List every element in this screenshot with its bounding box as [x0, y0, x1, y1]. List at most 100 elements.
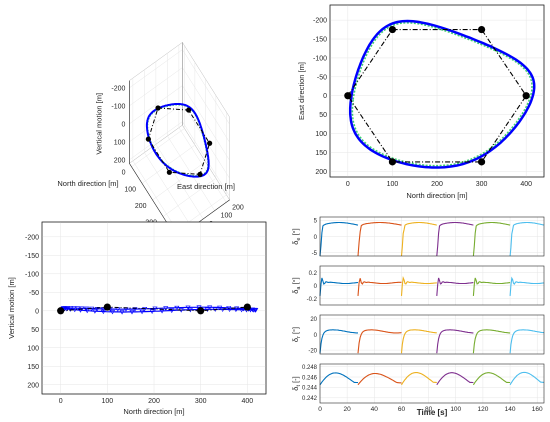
control-trace-segment [472, 277, 511, 296]
gridline [132, 78, 181, 236]
flight-path-top [348, 19, 536, 169]
gridline [173, 112, 227, 234]
panel-top-view: 0 100 200 300 400 -200 -150 -100 -50 0 50 100 150 200… [297, 4, 545, 200]
y-tick-label: 20 [310, 317, 317, 323]
path-marker-side [119, 310, 125, 315]
control-trace-segment [319, 329, 358, 354]
x-axis-label: North direction [m] [123, 407, 184, 416]
path-marker-side [149, 309, 155, 314]
subplot-frame [319, 314, 545, 355]
control-trace-segment [472, 221, 511, 257]
control-trace-segment [319, 277, 359, 296]
x-tick-label: 140 [505, 406, 516, 413]
waypoint-marker-3d [207, 140, 213, 146]
y-tick-label: 0 [314, 284, 318, 290]
subplot-y-label-subscript: t [296, 385, 302, 387]
path-marker-side [207, 305, 213, 310]
y-tick-label: 0 [314, 333, 318, 339]
x-tick-label: 400 [241, 398, 253, 405]
gridline [167, 53, 215, 211]
z-axis-label: Vertical motion [m] [94, 93, 103, 155]
control-trace-segment [509, 276, 545, 296]
path-marker-side [220, 307, 226, 312]
control-trace-segment [509, 329, 545, 354]
control-trace-segment [436, 329, 474, 354]
path-marker-side [64, 307, 70, 312]
y-tick-label: -0.2 [307, 297, 318, 303]
subplot-frame [319, 363, 545, 404]
gridline [141, 62, 196, 184]
y-tick-label: 0 [323, 93, 327, 100]
x-tick-label: 20 [344, 406, 352, 413]
subplot-y-label-subscript: a [296, 286, 302, 290]
y-tick-label: 0.2 [309, 271, 318, 277]
plot-frame-side [41, 221, 267, 395]
control-trace-segment [436, 221, 474, 257]
z-tick-label: 200 [114, 157, 126, 164]
control-trace-segment [400, 329, 437, 354]
subplot-y-label: δt [-] [291, 376, 302, 390]
y-tick-label: 100 [315, 131, 327, 138]
waypoint-marker-top [522, 92, 530, 100]
flight-path-side [61, 306, 258, 313]
z-tick-label: 100 [114, 139, 126, 146]
x-tick-label: 300 [476, 181, 488, 188]
waypoint-marker-top [477, 25, 486, 34]
path-marker-side [163, 306, 169, 311]
subplot-y-label-subscript: r [296, 336, 302, 338]
subplot-y-label: δa [°] [291, 277, 302, 294]
waypoint-marker-top [388, 158, 397, 166]
control-trace-segment [357, 329, 402, 354]
y-tick-label: -50 [29, 290, 39, 297]
gridline [144, 69, 192, 228]
east-axis-label: East direction [m] [177, 182, 235, 191]
path-marker-side [109, 310, 116, 315]
z-tick-label: -100 [111, 103, 125, 110]
path-marker-side [185, 305, 191, 310]
y-tick-label: 50 [31, 327, 39, 334]
y-tick-label: 100 [27, 345, 39, 352]
control-trace-segment [400, 275, 437, 296]
control-trace-segment [401, 372, 437, 386]
y-tick-label: -200 [25, 234, 39, 241]
waypoint-marker-3d [155, 105, 161, 111]
control-trace-segment [436, 372, 474, 386]
x-tick-label: 400 [520, 181, 532, 188]
waypoint-marker-side [57, 307, 65, 315]
control-trace-segment [472, 372, 511, 386]
subplot-y-label-unit: [-] [291, 376, 300, 385]
x-axis-label: North direction [m] [406, 191, 467, 200]
x-tick-label: 160 [532, 406, 543, 413]
panel-control-inputs: -5 0 5 δe [°] -0.2 0 0.2 δa [°] -20 0 20 δr [°] 0.24… [291, 216, 545, 417]
path-marker-side [132, 307, 138, 312]
y-tick-label: -100 [25, 271, 39, 278]
x-tick-label: 100 [101, 398, 113, 405]
control-trace-segment [319, 372, 359, 386]
waypoint-marker-3d [197, 171, 203, 177]
y-tick-label: 0.242 [302, 396, 318, 402]
subplot-y-label: δr [°] [291, 327, 302, 342]
path-marker-side [239, 307, 245, 313]
subplot-y-label: δe [°] [291, 228, 302, 245]
x-tick-label: 200 [431, 181, 443, 188]
gridline [155, 61, 204, 220]
x-tick-label: 80 [425, 406, 433, 413]
z-tick-label: 0 [122, 121, 126, 128]
path-marker-side [174, 305, 180, 311]
y-tick-label: 50 [319, 112, 327, 119]
x-axis-label: Time [s] [417, 408, 448, 417]
y-tick-label: 150 [27, 364, 39, 371]
path-marker-side [233, 307, 239, 313]
y-tick-label: -20 [308, 348, 317, 354]
y-tick-label: -150 [25, 253, 39, 260]
x-tick-label: 300 [195, 398, 207, 405]
x-tick-label: 100 [450, 406, 461, 413]
waypoint-marker-side [103, 303, 111, 311]
y-tick-label: -50 [317, 74, 327, 81]
x-tick-label: 0 [59, 398, 63, 405]
north-tick-label: 200 [135, 203, 147, 210]
subplot-y-label-subscript: e [296, 238, 302, 241]
y-tick-label: 150 [315, 150, 327, 157]
subplot-frame [319, 216, 545, 257]
